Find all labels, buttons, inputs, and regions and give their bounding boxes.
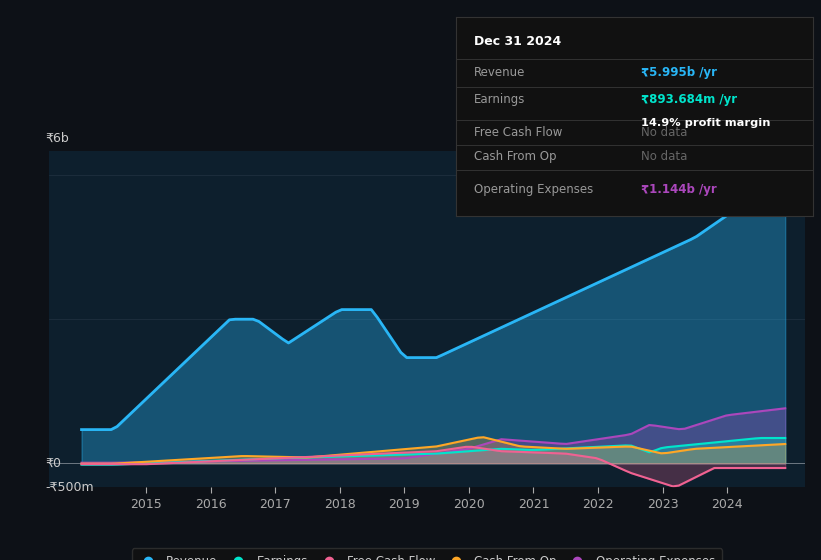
Text: Dec 31 2024: Dec 31 2024	[474, 35, 561, 48]
Text: Operating Expenses: Operating Expenses	[474, 183, 593, 196]
Text: Free Cash Flow: Free Cash Flow	[474, 125, 562, 139]
Text: No data: No data	[641, 125, 688, 139]
Text: ₹893.684m /yr: ₹893.684m /yr	[641, 93, 737, 106]
Text: -₹500m: -₹500m	[45, 480, 94, 494]
Text: 14.9% profit margin: 14.9% profit margin	[641, 118, 771, 128]
Text: ₹5.995b /yr: ₹5.995b /yr	[641, 66, 718, 79]
Text: ₹6b: ₹6b	[45, 132, 69, 144]
Text: No data: No data	[641, 151, 688, 164]
Legend: Revenue, Earnings, Free Cash Flow, Cash From Op, Operating Expenses: Revenue, Earnings, Free Cash Flow, Cash …	[132, 548, 722, 560]
Text: ₹1.144b /yr: ₹1.144b /yr	[641, 183, 717, 196]
Text: Cash From Op: Cash From Op	[474, 151, 556, 164]
Text: Revenue: Revenue	[474, 66, 525, 79]
Text: ₹0: ₹0	[45, 457, 62, 470]
Text: Earnings: Earnings	[474, 93, 525, 106]
